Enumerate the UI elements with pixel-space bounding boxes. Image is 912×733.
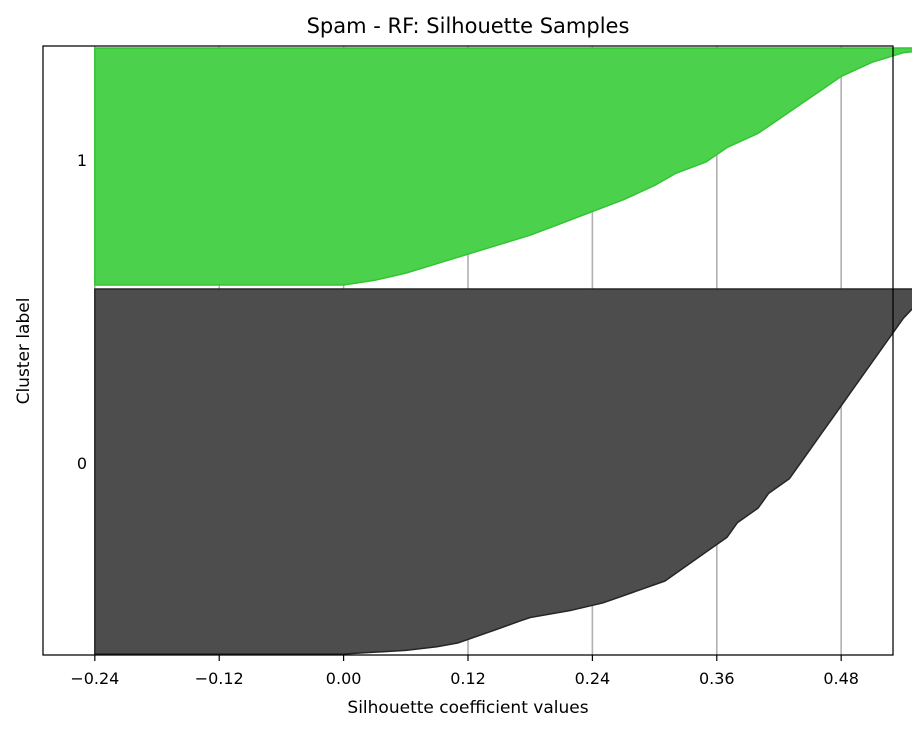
cluster-0-silhouette-area	[94, 288, 912, 655]
cluster-label-0: 0	[77, 454, 87, 473]
x-tick-label: 0.48	[823, 669, 859, 688]
cluster-1-silhouette-area	[94, 47, 912, 286]
x-axis-ticks: −0.24 −0.12 0.00 0.12 0.24 0.36 0.48	[70, 655, 859, 688]
cluster-label-1: 1	[77, 151, 87, 170]
x-tick-label: −0.12	[195, 669, 244, 688]
y-axis-cluster-labels: 01	[77, 151, 87, 473]
y-axis-label: Cluster label	[14, 298, 34, 405]
x-tick-label: −0.24	[70, 669, 119, 688]
x-tick-label: 0.24	[575, 669, 611, 688]
x-tick-label: 0.00	[326, 669, 362, 688]
x-axis-label: Silhouette coefficient values	[347, 698, 588, 718]
cluster-areas	[94, 47, 912, 655]
chart-title: Spam - RF: Silhouette Samples	[307, 14, 630, 38]
x-tick-label: 0.36	[699, 669, 735, 688]
x-tick-label: 0.12	[450, 669, 486, 688]
